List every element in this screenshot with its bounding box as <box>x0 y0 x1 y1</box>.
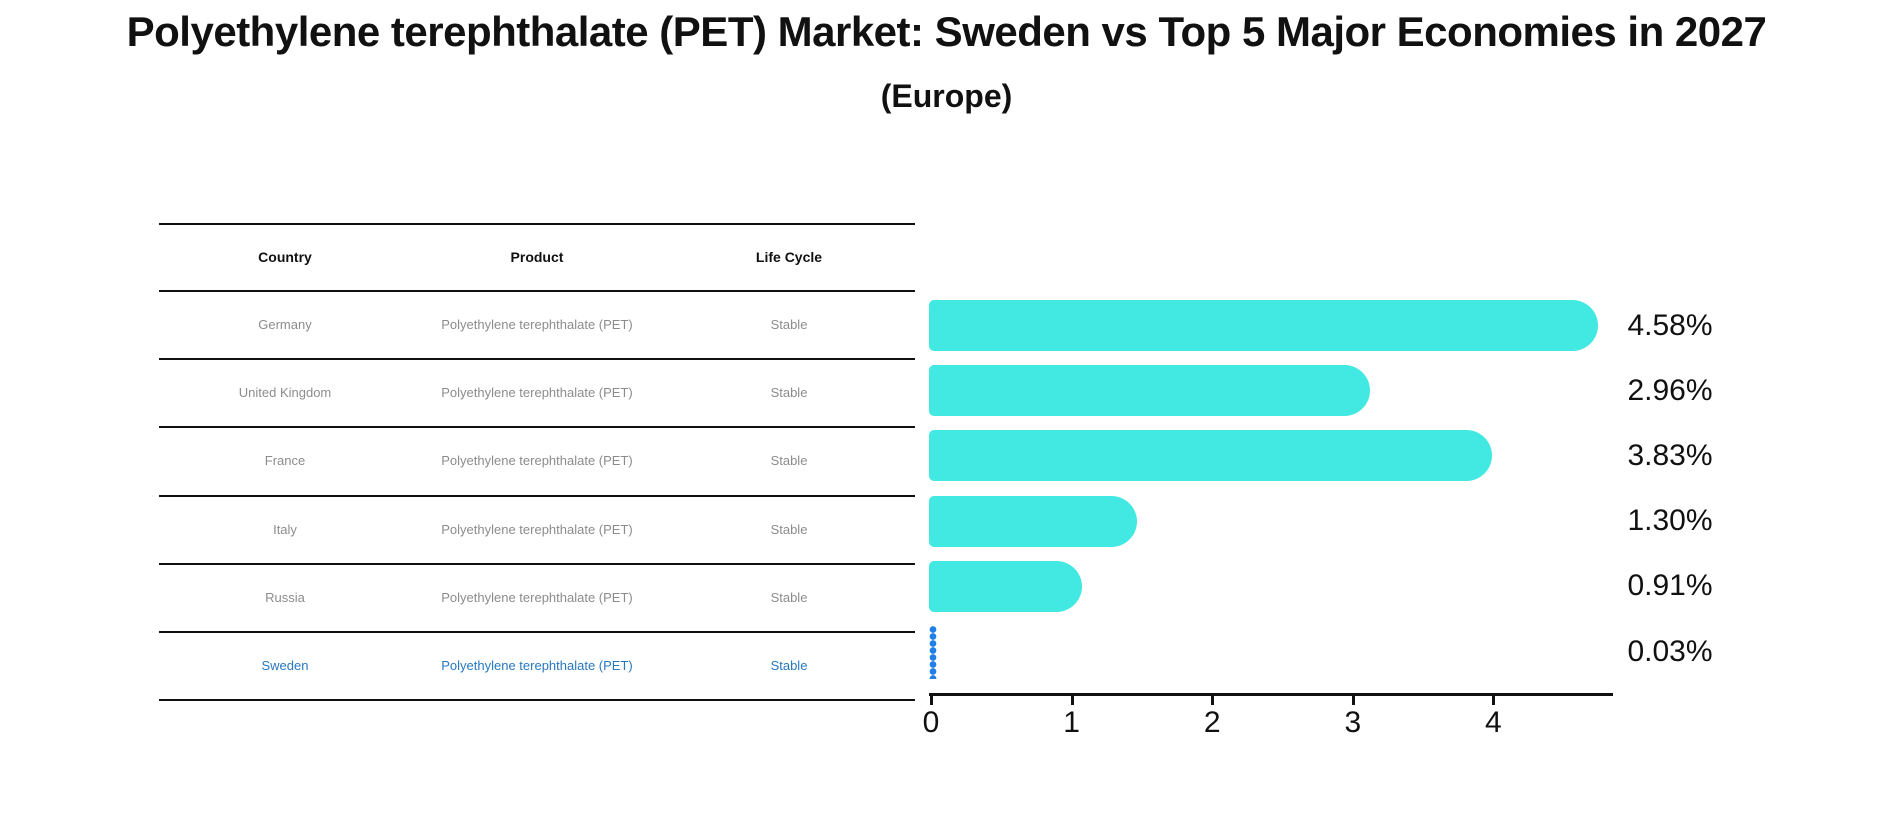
cell-product: Polyethylene terephthalate (PET) <box>441 521 633 537</box>
x-axis-tick <box>1211 696 1215 705</box>
cell-country: Sweden <box>261 657 309 673</box>
x-axis-tick-label: 4 <box>1485 706 1502 739</box>
cell-lifecycle: Stable <box>770 385 808 401</box>
x-axis-tick <box>930 696 933 705</box>
x-axis-tick-label: 3 <box>1344 706 1362 739</box>
cell-country: France <box>264 453 306 469</box>
cell-country: United Kingdom <box>238 385 332 401</box>
cell-product: Polyethylene terephthalate (PET) <box>441 589 633 605</box>
x-axis-tick-label: 0 <box>922 706 940 739</box>
value-label: 0.03% <box>1627 634 1713 668</box>
cell-product: Polyethylene terephthalate (PET) <box>441 316 633 332</box>
bar-germany <box>929 300 1598 351</box>
x-axis-tick-label: 1 <box>1063 706 1080 739</box>
x-axis-tick <box>1351 696 1355 705</box>
table-row: Germany Polyethylene terephthalate (PET)… <box>159 292 915 361</box>
column-header-country: Country <box>258 248 312 265</box>
country-table: Country Product Life Cycle Germany Polye… <box>159 223 915 702</box>
x-axis-tick <box>1492 696 1496 705</box>
table-row-highlight-sweden: Sweden Polyethylene terephthalate (PET) … <box>159 633 915 702</box>
table-row: United Kingdom Polyethylene terephthalat… <box>159 360 915 429</box>
chart-subtitle: (Europe) <box>880 78 1013 114</box>
bar-france <box>929 430 1493 482</box>
cell-country: Russia <box>265 589 305 605</box>
cell-product: Polyethylene terephthalate (PET) <box>441 657 633 673</box>
cell-lifecycle: Stable <box>770 657 808 673</box>
value-label: 3.83% <box>1627 438 1713 472</box>
cell-lifecycle: Stable <box>770 521 808 537</box>
cell-country: Germany <box>258 316 312 332</box>
column-header-lifecycle: Life Cycle <box>755 248 823 265</box>
table-header-row: Country Product Life Cycle <box>159 225 915 292</box>
value-label: 4.58% <box>1627 308 1713 342</box>
cell-product: Polyethylene terephthalate (PET) <box>441 385 633 401</box>
bar-italy <box>929 495 1137 547</box>
table-row: Italy Polyethylene terephthalate (PET) S… <box>159 497 915 565</box>
cell-country: Italy <box>273 521 297 537</box>
x-axis-tick-label: 2 <box>1203 706 1221 739</box>
bar-russia <box>929 560 1082 612</box>
cell-product: Polyethylene terephthalate (PET) <box>441 453 633 469</box>
table-row: France Polyethylene terephthalate (PET) … <box>159 428 915 497</box>
x-axis-tick <box>1070 696 1074 705</box>
bar-united-kingdom <box>929 365 1371 417</box>
value-label: 1.30% <box>1627 504 1713 538</box>
cell-lifecycle: Stable <box>770 589 808 605</box>
chart-title: Polyethylene terephthalate (PET) Market:… <box>126 8 1767 55</box>
cell-lifecycle: Stable <box>770 453 808 469</box>
value-label: 0.91% <box>1627 569 1713 603</box>
x-axis-line <box>929 693 1613 696</box>
bar-sweden <box>929 626 937 679</box>
value-label: 2.96% <box>1627 373 1713 407</box>
column-header-product: Product <box>510 248 564 265</box>
table-row: Russia Polyethylene terephthalate (PET) … <box>159 565 915 633</box>
cell-lifecycle: Stable <box>770 316 808 332</box>
